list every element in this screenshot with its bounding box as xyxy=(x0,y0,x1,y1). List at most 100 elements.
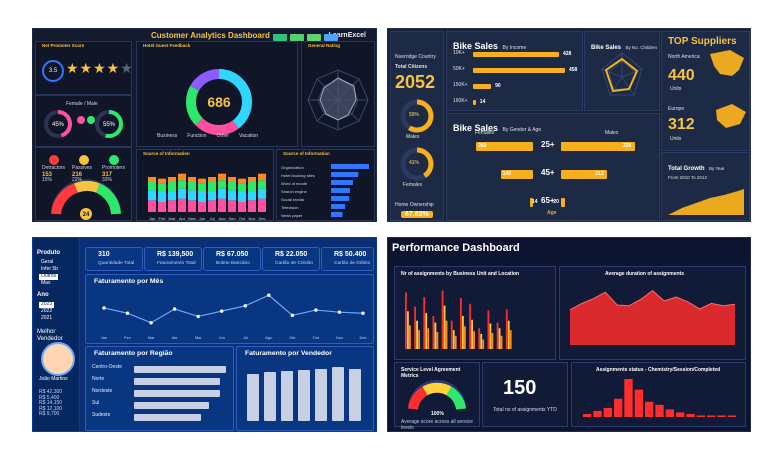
seller-bar xyxy=(332,367,344,421)
income-bar xyxy=(473,84,492,89)
kpi-card: R$ 67.050 Boleto Bancário xyxy=(203,247,261,271)
perf-bar xyxy=(436,332,439,349)
stack-bar-2-2 xyxy=(158,192,166,202)
seller-bar xyxy=(247,373,259,421)
status-bar-chart xyxy=(583,379,736,417)
sidebar-year[interactable]: 2021 xyxy=(41,315,53,321)
sidebar-year[interactable]: 2022 xyxy=(41,308,53,314)
kpi-card: R$ 22.050 Cartão de Crédito xyxy=(262,247,320,271)
income-card: Bike Sales By Income 10K+ 50K+ 150K+ 160… xyxy=(446,31,583,111)
sidebar-option[interactable]: Geral xyxy=(41,259,54,265)
stack-bar-11-3 xyxy=(248,182,256,192)
suppliers-title: TOP Suppliers xyxy=(668,36,737,47)
eu-value: 312 xyxy=(668,116,695,133)
perf-bar xyxy=(405,292,407,349)
sidebar-option[interactable]: Outros xyxy=(39,273,59,280)
gender-pct-donuts xyxy=(400,99,434,181)
females-pct: 41% xyxy=(409,160,420,166)
sidebar-year[interactable]: 2023 xyxy=(39,301,55,308)
eu-label: Europe xyxy=(668,106,685,112)
source-label: Word of mouth xyxy=(281,181,307,186)
income-cat-2: 50K+ xyxy=(453,66,465,72)
stack-bar-1-4 xyxy=(148,177,156,182)
age-bar-male xyxy=(561,142,635,151)
stack-bar-4-1 xyxy=(178,198,186,212)
nps-groups-graphic: 24 xyxy=(49,155,121,220)
perf-bar xyxy=(505,309,508,349)
best-seller-avatar xyxy=(41,342,75,376)
tab-2[interactable] xyxy=(290,34,304,41)
area-fill xyxy=(570,290,735,345)
area-title: Average duration of assignments xyxy=(605,271,684,277)
line-point xyxy=(314,308,318,312)
line-x-label: Fev xyxy=(124,335,131,340)
income-cat-4: 160K+ xyxy=(453,98,468,104)
region-label: Nordeste xyxy=(92,388,113,394)
nps-badge-value: 3.5 xyxy=(48,68,58,74)
gender-donuts: 45% 55% xyxy=(44,110,123,138)
sla-gauge xyxy=(408,380,466,410)
perf-bar xyxy=(462,316,464,349)
stack-bar-4-3 xyxy=(178,180,186,189)
source-label: Search engine xyxy=(281,189,308,194)
stack-bar-11-1 xyxy=(248,200,256,212)
kpi-value: 310 xyxy=(98,251,110,258)
perf-bar xyxy=(418,330,420,349)
stacked-bar-chart: Jan Feb Mar Apr May Jun Jul Aug Sep Oct Nov Dec xyxy=(148,173,266,220)
line-x-label: Abr xyxy=(172,335,179,340)
tab-1[interactable] xyxy=(273,34,287,41)
perf-bar xyxy=(434,322,437,349)
kpi-card: R$ 50.400 Cartão de Débito xyxy=(321,247,374,271)
guest-feedback-box: Hotel Guest Feedback 686 Business Functi… xyxy=(136,41,298,147)
growth-area xyxy=(668,189,744,215)
stack-bar-8-3 xyxy=(218,180,226,189)
source-bar xyxy=(331,180,353,185)
stack-bar-header: Source of Information xyxy=(143,151,190,156)
kpi-card: R$ 139,500 Faturamento Total xyxy=(144,247,202,271)
line-point xyxy=(196,314,200,319)
citizens-card: Nuerridge Country Total Citizens 2052 59… xyxy=(390,31,444,221)
kpi-label: Cartão de Débito xyxy=(334,261,371,266)
kpi-label: Quantidade Total xyxy=(98,261,135,266)
region-label: Sudeste xyxy=(92,412,111,418)
line-point xyxy=(361,311,365,315)
source-label: Hotel booking sites xyxy=(281,173,315,178)
status-bar xyxy=(614,398,623,417)
line-point xyxy=(125,311,130,315)
gender-label-female: Female xyxy=(66,101,83,107)
growth-card: Total Growth By Year From 2010 To 2012 xyxy=(661,152,750,221)
age-male-value: 20 xyxy=(553,199,559,205)
total-caption: Total no of assignments YTD xyxy=(493,407,557,413)
stack-bar-10-2 xyxy=(238,192,246,202)
age-bar-female xyxy=(500,170,533,179)
sidebar-option[interactable]: Max xyxy=(41,280,51,286)
gender-age-title: Bike Sales By Gender & Age xyxy=(453,123,542,133)
stack-month-label: Nov xyxy=(248,216,255,220)
nps-groups-box: 24 Detractors 153 15% Passives 216 22% P… xyxy=(35,147,132,221)
source-bar xyxy=(331,196,350,201)
tab-3[interactable] xyxy=(307,34,321,41)
line-point xyxy=(267,293,271,297)
line-x-label: Jan xyxy=(101,335,107,340)
stack-month-label: Feb xyxy=(159,216,167,220)
status-bar xyxy=(665,409,674,417)
best-seller-title: Melhor Vendedor xyxy=(37,329,63,342)
stack-bar-7-1 xyxy=(208,200,216,212)
total-value: 150 xyxy=(503,377,537,399)
stack-bar-3-3 xyxy=(168,182,176,192)
home-ownership-value: 67.82% xyxy=(401,211,433,218)
area-card: Average duration of assignments xyxy=(559,266,746,360)
stack-bar-9-3 xyxy=(228,182,236,191)
stack-bar-3-1 xyxy=(168,200,176,212)
female-icon xyxy=(77,116,85,124)
stack-bar-7-3 xyxy=(208,182,216,192)
age-female-value: 260 xyxy=(478,143,487,149)
income-bar xyxy=(473,100,476,105)
sidebar-option[interactable]: Infer 5b xyxy=(41,266,58,272)
age-female-value: 148 xyxy=(502,171,511,177)
gender-labels: Female / Male xyxy=(66,101,98,107)
age-group-label: 45+ xyxy=(541,168,555,177)
stack-bar-2-3 xyxy=(158,183,166,192)
tab-4[interactable] xyxy=(324,34,338,41)
stack-bar-12-3 xyxy=(258,180,266,189)
